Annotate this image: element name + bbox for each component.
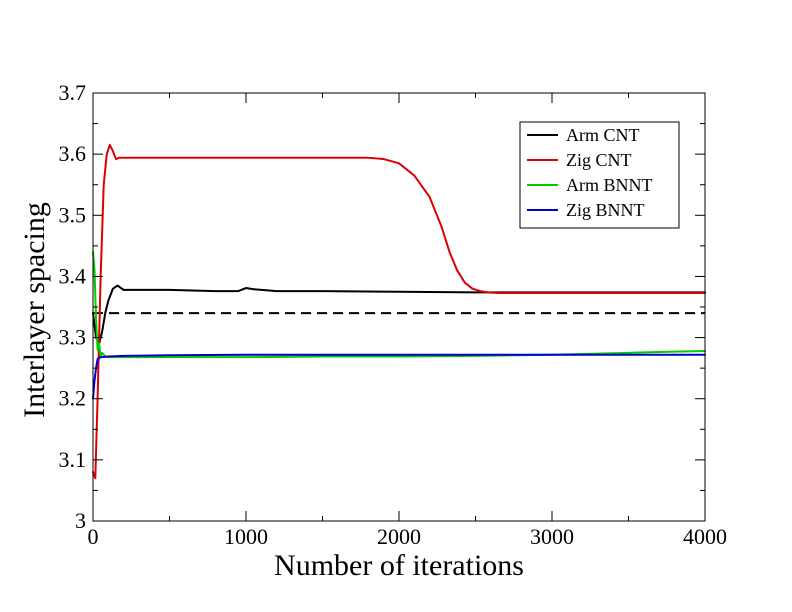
y-tick-label: 3.5 — [59, 202, 87, 227]
series-layer — [92, 143, 706, 480]
y-tick-label: 3.3 — [59, 325, 87, 350]
y-axis-label: Interlayer spacing — [18, 202, 51, 418]
x-tick-label: 0 — [88, 524, 99, 549]
ticks-layer — [92, 92, 706, 522]
x-tick-label: 4000 — [683, 524, 727, 549]
legend-label-zig-cnt: Zig CNT — [566, 150, 632, 170]
series-line-zig-bnnt — [92, 353, 706, 400]
legend: Arm CNT Zig CNT Arm BNNT Zig BNNT — [519, 121, 680, 229]
x-tick-label: 2000 — [377, 524, 421, 549]
y-tick-label: 3.1 — [59, 447, 87, 472]
x-tick-label: 3000 — [530, 524, 574, 549]
y-tick-label: 3.6 — [59, 141, 87, 166]
legend-label-arm-cnt: Arm CNT — [566, 125, 640, 145]
y-tick-label: 3.7 — [59, 80, 87, 105]
x-tick-label: 1000 — [224, 524, 268, 549]
y-tick-label: 3 — [75, 508, 86, 533]
legend-label-arm-bnnt: Arm BNNT — [566, 175, 653, 195]
x-axis-label: Number of iterations — [274, 549, 524, 582]
series-line-zig-cnt — [92, 143, 706, 480]
y-tick-label: 3.4 — [59, 263, 87, 288]
y-tick-label: 3.2 — [59, 386, 87, 411]
series-line-arm-cnt — [92, 284, 706, 345]
legend-items: Arm CNT Zig CNT Arm BNNT Zig BNNT — [527, 125, 653, 220]
legend-label-zig-bnnt: Zig BNNT — [566, 200, 645, 220]
tick-labels-layer: 0 1000 2000 3000 4000 3 3.1 3.2 3.3 3.4 3.5 3.6 3.7 — [59, 80, 728, 549]
